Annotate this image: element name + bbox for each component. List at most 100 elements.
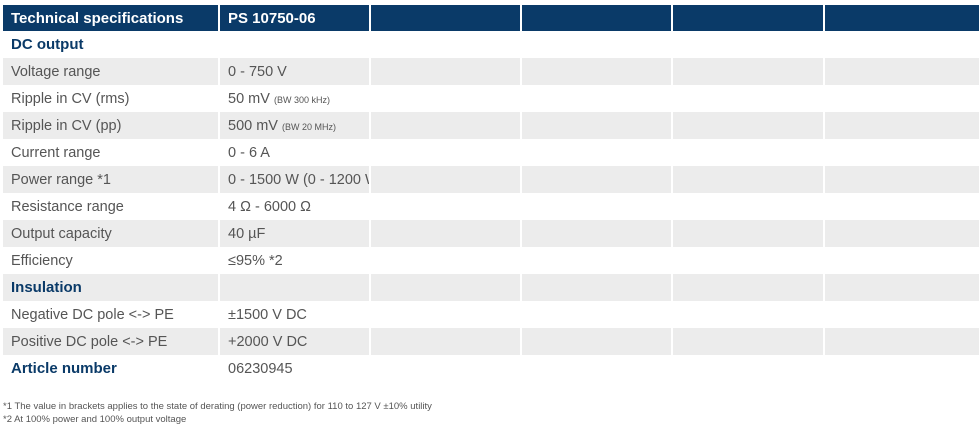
table-row: Ripple in CV (pp) 500 mV (BW 20 MHz) — [3, 112, 979, 139]
empty-cell — [522, 31, 673, 58]
empty-cell — [825, 274, 979, 301]
empty-cell — [673, 274, 825, 301]
empty-cell — [825, 301, 979, 328]
table-body: DC output Voltage range 0 - 750 V Ripple in… — [3, 31, 979, 382]
spec-value-note: (BW 20 MHz) — [282, 121, 337, 132]
empty-cell — [371, 166, 522, 193]
spec-label: Efficiency — [3, 247, 220, 274]
spec-value-text: 4 Ω - 6000 Ω — [228, 198, 311, 215]
spec-label: Output capacity — [3, 220, 220, 247]
spec-value-text: +2000 V DC — [228, 333, 308, 350]
empty-cell — [673, 220, 825, 247]
spec-value: 500 mV (BW 20 MHz) — [220, 112, 371, 139]
table-row: Negative DC pole <-> PE ±1500 V DC — [3, 301, 979, 328]
footnote: *1 The value in brackets applies to the … — [3, 401, 432, 412]
table-row: Positive DC pole <-> PE +2000 V DC — [3, 328, 979, 355]
section-heading: Insulation — [3, 274, 220, 301]
empty-cell — [825, 85, 979, 112]
spec-value-text: 0 - 750 V — [228, 63, 287, 80]
section-heading: DC output — [3, 31, 220, 58]
spec-label: Ripple in CV (pp) — [3, 112, 220, 139]
spec-value-text: 0 - 6 A — [228, 144, 270, 161]
spec-label: Voltage range — [3, 58, 220, 85]
empty-cell — [825, 166, 979, 193]
section-row: Article number 06230945 — [3, 355, 979, 382]
empty-cell — [522, 328, 673, 355]
spec-value: ≤95% *2 — [220, 247, 371, 274]
empty-cell — [371, 274, 522, 301]
spec-value-text: ±1500 V DC — [228, 306, 307, 323]
empty-cell — [673, 85, 825, 112]
table-row: Voltage range 0 - 750 V — [3, 58, 979, 85]
section-heading: Article number — [3, 355, 220, 382]
empty-cell — [673, 139, 825, 166]
table-row: Power range *1 0 - 1500 W (0 - 1200 W) — [3, 166, 979, 193]
spec-value-text: ≤95% *2 — [228, 252, 283, 269]
spec-value-text: 06230945 — [228, 360, 293, 377]
empty-cell — [522, 301, 673, 328]
empty-cell — [522, 112, 673, 139]
footnotes: *1 The value in brackets applies to the … — [3, 400, 432, 426]
empty-cell — [673, 112, 825, 139]
empty-cell — [825, 31, 979, 58]
spec-value-text: 0 - 1500 W (0 - 1200 W) — [228, 171, 371, 188]
table-row: Efficiency ≤95% *2 — [3, 247, 979, 274]
empty-cell — [825, 193, 979, 220]
spec-table: Technical specifications PS 10750-06 DC … — [3, 5, 979, 382]
empty-cell — [522, 247, 673, 274]
spec-value — [220, 274, 371, 301]
empty-cell — [522, 166, 673, 193]
spec-value: 06230945 — [220, 355, 371, 382]
empty-cell — [371, 355, 522, 382]
table-row: Resistance range 4 Ω - 6000 Ω — [3, 193, 979, 220]
spec-value: +2000 V DC — [220, 328, 371, 355]
section-row: Insulation — [3, 274, 979, 301]
empty-cell — [673, 247, 825, 274]
spec-value-text: 500 mV — [228, 117, 278, 134]
spec-value: 0 - 750 V — [220, 58, 371, 85]
empty-cell — [522, 58, 673, 85]
empty-cell — [522, 193, 673, 220]
empty-cell — [673, 58, 825, 85]
empty-cell — [371, 31, 522, 58]
empty-cell — [825, 58, 979, 85]
empty-cell — [371, 58, 522, 85]
spec-label: Current range — [3, 139, 220, 166]
empty-cell — [371, 85, 522, 112]
spec-value: 40 µF — [220, 220, 371, 247]
spec-value-text: 40 µF — [228, 225, 266, 242]
empty-cell — [673, 31, 825, 58]
spec-label: Resistance range — [3, 193, 220, 220]
empty-cell — [522, 274, 673, 301]
empty-cell — [522, 220, 673, 247]
empty-cell — [371, 193, 522, 220]
spec-value: ±1500 V DC — [220, 301, 371, 328]
table-row: Ripple in CV (rms) 50 mV (BW 300 kHz) — [3, 85, 979, 112]
empty-cell — [522, 355, 673, 382]
header-empty-col — [825, 5, 979, 31]
spec-label: Ripple in CV (rms) — [3, 85, 220, 112]
spec-value-note: (BW 300 kHz) — [273, 94, 330, 105]
spec-value-text: 50 mV — [228, 90, 270, 107]
section-row: DC output — [3, 31, 979, 58]
header-title: Technical specifications — [3, 5, 220, 31]
spec-label: Negative DC pole <-> PE — [3, 301, 220, 328]
empty-cell — [825, 328, 979, 355]
header-model: PS 10750-06 — [220, 5, 371, 31]
header-empty-col — [371, 5, 522, 31]
table-row: Output capacity 40 µF — [3, 220, 979, 247]
spec-value: 0 - 1500 W (0 - 1200 W) — [220, 166, 371, 193]
empty-cell — [825, 112, 979, 139]
empty-cell — [673, 355, 825, 382]
empty-cell — [522, 85, 673, 112]
table-header-row: Technical specifications PS 10750-06 — [3, 5, 979, 31]
empty-cell — [522, 139, 673, 166]
spec-value: 50 mV (BW 300 kHz) — [220, 85, 371, 112]
empty-cell — [371, 301, 522, 328]
empty-cell — [371, 139, 522, 166]
footnote: *2 At 100% power and 100% output voltage — [3, 414, 187, 425]
empty-cell — [371, 328, 522, 355]
header-empty-col — [673, 5, 825, 31]
spec-value — [220, 31, 371, 58]
spec-label: Positive DC pole <-> PE — [3, 328, 220, 355]
